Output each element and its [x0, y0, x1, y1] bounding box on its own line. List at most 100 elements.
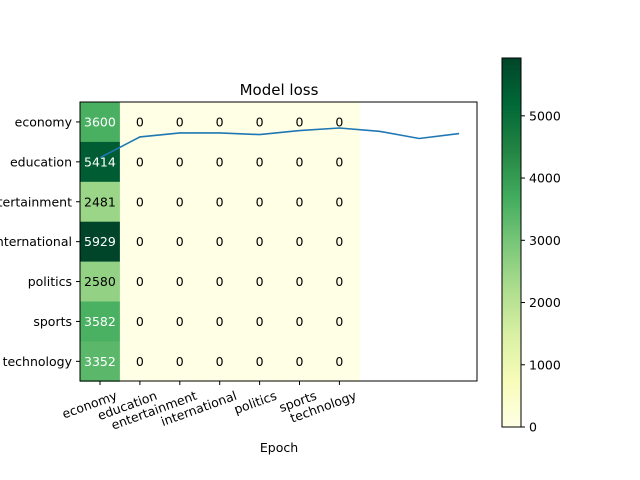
- cell-value-label: 0: [256, 354, 264, 369]
- cell-value-label: 0: [216, 274, 224, 289]
- cell-value-label: 0: [176, 114, 184, 129]
- y-tick-label: economy: [15, 114, 73, 129]
- cell-value-label: 0: [335, 234, 343, 249]
- cell-value-label: 0: [256, 114, 264, 129]
- heatmap-cell: [119, 181, 161, 223]
- cell-value-label: 0: [136, 154, 144, 169]
- cell-value-label: 0: [136, 234, 144, 249]
- heatmap-cell: [239, 221, 280, 263]
- heatmap-cell: [119, 221, 161, 263]
- heatmap-cell: [119, 141, 161, 183]
- heatmap-cell: [119, 341, 161, 382]
- colorbar-tick-label: 2000: [529, 295, 561, 310]
- colorbar-tick-label: 4000: [529, 171, 561, 186]
- cell-value-label: 0: [295, 314, 303, 329]
- heatmap-cell: [80, 261, 121, 302]
- heatmap-cell: [199, 141, 241, 183]
- heatmap-cell: [159, 102, 201, 143]
- heatmap-cells: 3600 0 0 0 0 0 0 5414 0 0 0 0 0 0 2481 0 0 0 0 0 0 5929 0 0 0 0 0 0…: [80, 102, 360, 382]
- heatmap-cell: [80, 341, 121, 382]
- heatmap-cell: [239, 341, 280, 382]
- y-tick-label: technology: [3, 354, 73, 369]
- heatmap-cell: [279, 102, 320, 143]
- cell-value-label: 0: [335, 194, 343, 209]
- cell-value-label: 0: [295, 194, 303, 209]
- heatmap-cell: [279, 301, 320, 342]
- y-tick-label: education: [10, 154, 72, 169]
- cell-value-label: 0: [216, 194, 224, 209]
- cell-value-label: 0: [256, 274, 264, 289]
- y-tick-label: sports: [33, 314, 72, 329]
- heatmap-cell: [80, 221, 121, 263]
- heatmap-cell: [319, 261, 360, 302]
- heatmap-cell: [80, 102, 121, 143]
- cell-value-label: 0: [335, 354, 343, 369]
- cell-value-label: 0: [335, 314, 343, 329]
- cell-value-label: 0: [256, 194, 264, 209]
- cell-value-label: 2580: [84, 274, 116, 289]
- x-tick-label: politics: [232, 388, 279, 417]
- cell-value-label: 0: [136, 114, 144, 129]
- heatmap-cell: [159, 141, 201, 183]
- y-tick-label: international: [0, 234, 72, 249]
- heatmap-cell: [279, 141, 320, 183]
- heatmap-cell: [199, 341, 241, 382]
- cell-value-label: 0: [136, 314, 144, 329]
- heatmap-cell: [159, 301, 201, 342]
- heatmap-cell: [279, 221, 320, 263]
- cell-value-label: 3582: [84, 314, 116, 329]
- heatmap-cell: [239, 181, 280, 223]
- heatmap-cell: [319, 102, 360, 143]
- cell-value-label: 0: [256, 154, 264, 169]
- cell-value-label: 0: [136, 194, 144, 209]
- heatmap-cell: [199, 221, 241, 263]
- cell-value-label: 5414: [84, 154, 116, 169]
- cell-value-label: 3352: [84, 354, 116, 369]
- heatmap-cell: [279, 181, 320, 223]
- cell-value-label: 0: [176, 354, 184, 369]
- cell-value-label: 0: [256, 314, 264, 329]
- cell-value-label: 0: [295, 234, 303, 249]
- colorbar-tick-label: 3000: [529, 233, 561, 248]
- cell-value-label: 2481: [84, 194, 116, 209]
- chart-title: Model loss: [240, 81, 319, 99]
- colorbar: 0 1000 2000 3000 4000 5000: [501, 57, 561, 435]
- cell-value-label: 0: [295, 274, 303, 289]
- cell-value-label: 0: [176, 314, 184, 329]
- colorbar-tick-label: 1000: [529, 357, 561, 372]
- heatmap-cell: [159, 221, 201, 263]
- cell-value-label: 3600: [84, 114, 116, 129]
- loss-line-path: [99, 127, 460, 159]
- x-axis-label: Epoch: [260, 440, 298, 455]
- cell-value-label: 0: [335, 154, 343, 169]
- colorbar-gradient: [501, 57, 522, 428]
- heatmap-cell: [319, 301, 360, 342]
- cell-value-label: 5929: [84, 234, 116, 249]
- heatmap-cell: [319, 141, 360, 183]
- loss-line: [99, 127, 460, 159]
- colorbar-tick-label: 0: [529, 420, 537, 435]
- cell-value-label: 0: [176, 154, 184, 169]
- cell-value-label: 0: [176, 274, 184, 289]
- cell-value-label: 0: [176, 194, 184, 209]
- heatmap-cell: [199, 301, 241, 342]
- heatmap-cell: [239, 141, 280, 183]
- heatmap-cell: [80, 181, 121, 223]
- heatmap-cell: [239, 102, 280, 143]
- cell-value-label: 0: [335, 274, 343, 289]
- cell-value-label: 0: [335, 114, 343, 129]
- cell-value-label: 0: [136, 354, 144, 369]
- heatmap-cell: [159, 341, 201, 382]
- cell-value-label: 0: [216, 154, 224, 169]
- y-axis: economy education entertainment internation…: [0, 114, 80, 369]
- heatmap-cell: [239, 301, 280, 342]
- y-tick-label: entertainment: [0, 194, 72, 209]
- cell-value-label: 0: [216, 314, 224, 329]
- cell-value-label: 0: [176, 234, 184, 249]
- heatmap-cell: [159, 181, 201, 223]
- cell-value-label: 0: [216, 114, 224, 129]
- heatmap-cell: [199, 102, 241, 143]
- cell-value-label: 0: [256, 234, 264, 249]
- x-axis: economyeducationentertainmentinternation…: [60, 381, 359, 433]
